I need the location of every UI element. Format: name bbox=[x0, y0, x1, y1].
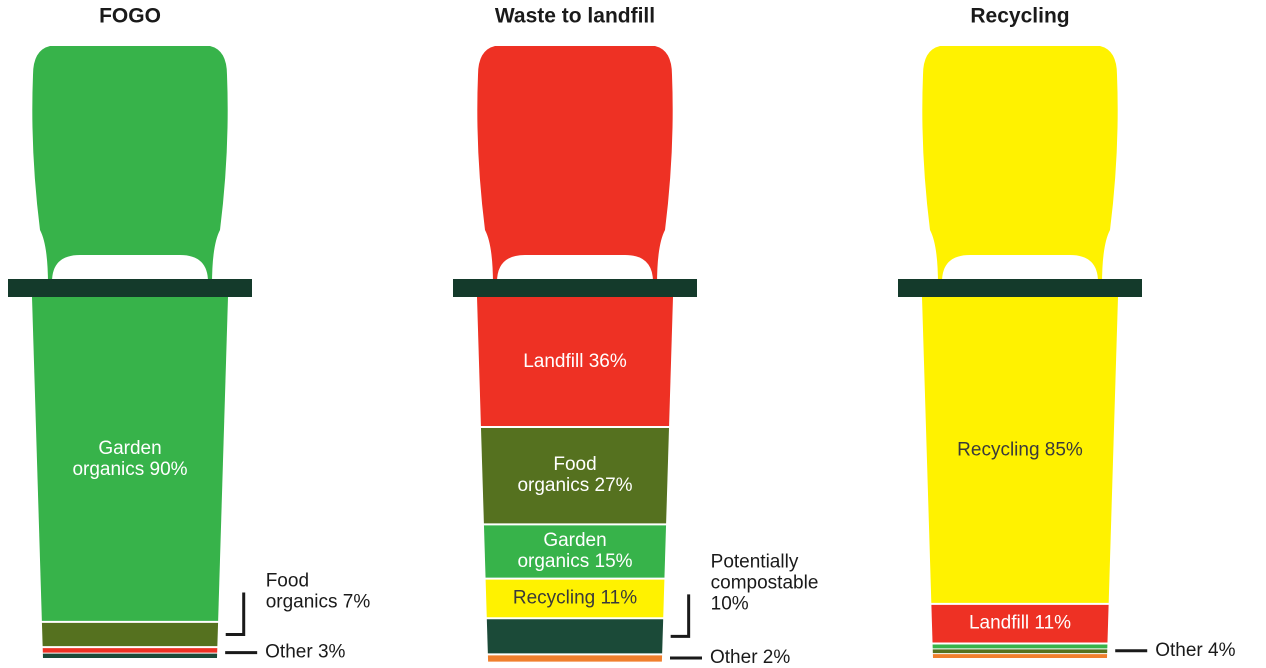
bin-title: Waste to landfill bbox=[495, 5, 655, 28]
segment-label: Landfill 11% bbox=[969, 613, 1071, 634]
segment bbox=[41, 621, 219, 648]
handle-hole bbox=[497, 255, 653, 282]
lid-bar bbox=[453, 279, 697, 297]
segment-fill bbox=[931, 603, 1109, 644]
segment bbox=[922, 297, 1118, 604]
segment bbox=[32, 297, 228, 622]
segment-stripe bbox=[932, 643, 1108, 649]
segment-fill bbox=[486, 618, 664, 655]
segment-stripe bbox=[932, 649, 1108, 654]
handle-hole bbox=[52, 255, 208, 282]
segment bbox=[932, 643, 1108, 658]
segment-label: Other 4% bbox=[1155, 640, 1235, 661]
segment-label: Other 3% bbox=[265, 642, 345, 663]
label-bracket bbox=[670, 594, 691, 638]
handle-hole bbox=[942, 255, 1098, 282]
segment-label: Food bbox=[553, 454, 596, 475]
segment bbox=[477, 297, 673, 427]
segment bbox=[487, 654, 663, 662]
segment-label: Landfill 36% bbox=[523, 351, 627, 372]
segment-label: compostable bbox=[711, 572, 819, 593]
segment-fill bbox=[485, 578, 665, 619]
segment-label: organics 27% bbox=[517, 475, 632, 496]
segment-fill bbox=[41, 621, 219, 648]
segment-label: organics 15% bbox=[517, 551, 632, 572]
segment-stripe bbox=[42, 653, 218, 658]
segment-label: Food bbox=[266, 571, 309, 592]
segment-fill bbox=[32, 297, 228, 622]
segment-stripe bbox=[42, 647, 218, 653]
segment-label: 10% bbox=[711, 593, 749, 614]
bin-lid bbox=[477, 46, 673, 285]
segment-fill bbox=[477, 297, 673, 427]
segment-label: organics 90% bbox=[72, 459, 187, 480]
bin-lid bbox=[32, 46, 228, 285]
segment-fill bbox=[487, 654, 663, 662]
segment-label: Recycling 11% bbox=[513, 587, 637, 608]
segment bbox=[480, 426, 670, 525]
segment bbox=[42, 647, 218, 658]
segment-label: organics 7% bbox=[266, 592, 371, 613]
segment-label: Potentially bbox=[711, 551, 799, 572]
segment-fill bbox=[922, 297, 1118, 604]
bin-title: FOGO bbox=[99, 5, 161, 28]
label-bracket bbox=[225, 592, 246, 637]
segment-label: Recycling 85% bbox=[957, 439, 1083, 460]
segment-fill bbox=[483, 524, 667, 579]
segment-label: Garden bbox=[98, 438, 161, 459]
segment-fill bbox=[480, 426, 670, 525]
bin-lid bbox=[922, 46, 1118, 285]
segment bbox=[485, 578, 665, 619]
segment-stripe bbox=[932, 654, 1108, 658]
bin-title: Recycling bbox=[970, 5, 1069, 28]
segment-label: Other 2% bbox=[710, 647, 790, 668]
segment bbox=[486, 618, 664, 655]
lid-bar bbox=[8, 279, 252, 297]
segment-label: Garden bbox=[543, 530, 606, 551]
lid-bar bbox=[898, 279, 1142, 297]
segment bbox=[483, 524, 667, 579]
segment bbox=[931, 603, 1109, 644]
